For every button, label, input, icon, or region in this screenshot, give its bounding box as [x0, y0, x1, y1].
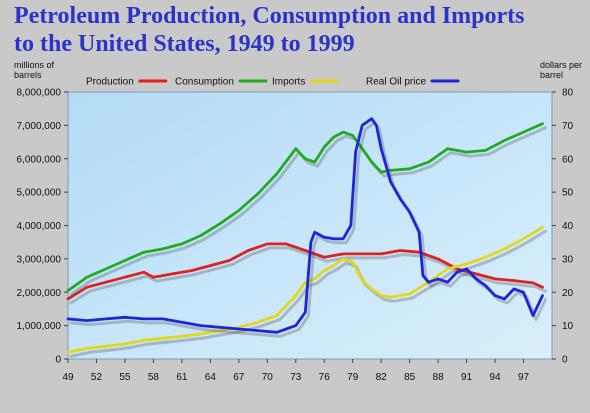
left-axis-tick-label: 3,000,000 — [17, 254, 62, 265]
left-axis-tick-label: 5,000,000 — [17, 188, 62, 199]
right-axis-label-line-2: barrel — [540, 70, 563, 80]
right-axis-tick-label: 60 — [562, 154, 574, 165]
legend-label-consumption: Consumption — [175, 77, 234, 88]
left-axis-label-line-1: millions of — [14, 60, 55, 70]
x-axis-tick-label: 82 — [376, 372, 388, 383]
series-line-imports — [66, 225, 544, 354]
x-axis-tick-label: 67 — [233, 372, 245, 383]
series-line-consumption — [66, 122, 544, 293]
plot-area — [67, 91, 553, 360]
x-axis-tick-label: 91 — [461, 372, 473, 383]
x-axis-tick-label: 70 — [262, 372, 274, 383]
left-axis-tick-label: 8,000,000 — [17, 88, 62, 99]
left-axis-tick-label: 2,000,000 — [17, 288, 62, 299]
series-shadow-imports — [69, 229, 547, 358]
right-axis-tick-label: 30 — [562, 254, 574, 265]
legend-label-real-oil-price: Real Oil price — [366, 77, 426, 88]
right-axis-tick-label: 70 — [562, 121, 574, 132]
left-axis-tick-label: 0 — [55, 355, 61, 366]
left-axis-label-line-2: barrels — [14, 70, 42, 80]
x-axis-tick-label: 76 — [319, 372, 331, 383]
x-axis-tick-label: 64 — [205, 372, 217, 383]
right-axis-tick-label: 40 — [562, 221, 574, 232]
x-axis-tick-label: 58 — [148, 372, 160, 383]
chart-title-line-1: Petroleum Production, Consumption and Im… — [14, 3, 525, 29]
left-axis-tick-label: 7,000,000 — [17, 121, 62, 132]
x-axis-tick-label: 85 — [404, 372, 416, 383]
legend-label-production: Production — [86, 77, 134, 88]
x-axis-tick-label: 49 — [62, 372, 74, 383]
right-axis-tick-label: 80 — [562, 88, 574, 99]
series-line-real-oil-price — [66, 117, 544, 334]
right-axis-tick-label: 0 — [562, 355, 568, 366]
x-axis-tick-label: 88 — [433, 372, 445, 383]
x-axis-tick-label: 55 — [119, 372, 131, 383]
right-axis-label-line-1: dollars per — [540, 60, 582, 70]
x-axis-tick-label: 94 — [489, 372, 501, 383]
x-axis-tick-label: 61 — [176, 372, 188, 383]
x-axis-tick-label: 73 — [290, 372, 302, 383]
legend-label-imports: Imports — [272, 77, 305, 88]
chart-title: Petroleum Production, Consumption and Im… — [14, 2, 584, 58]
left-axis-tick-label: 1,000,000 — [17, 321, 62, 332]
chart-title-line-2: to the United States, 1949 to 1999 — [14, 31, 355, 57]
x-axis-tick-label: 97 — [518, 372, 530, 383]
left-axis-tick-label: 6,000,000 — [17, 154, 62, 165]
right-axis-tick-label: 20 — [562, 288, 574, 299]
left-axis-tick-label: 4,000,000 — [17, 221, 62, 232]
right-axis-tick-label: 50 — [562, 188, 574, 199]
x-axis-tick-label: 79 — [347, 372, 359, 383]
series-shadow-consumption — [69, 126, 547, 297]
x-axis-tick-label: 52 — [91, 372, 103, 383]
right-axis-tick-label: 10 — [562, 321, 574, 332]
